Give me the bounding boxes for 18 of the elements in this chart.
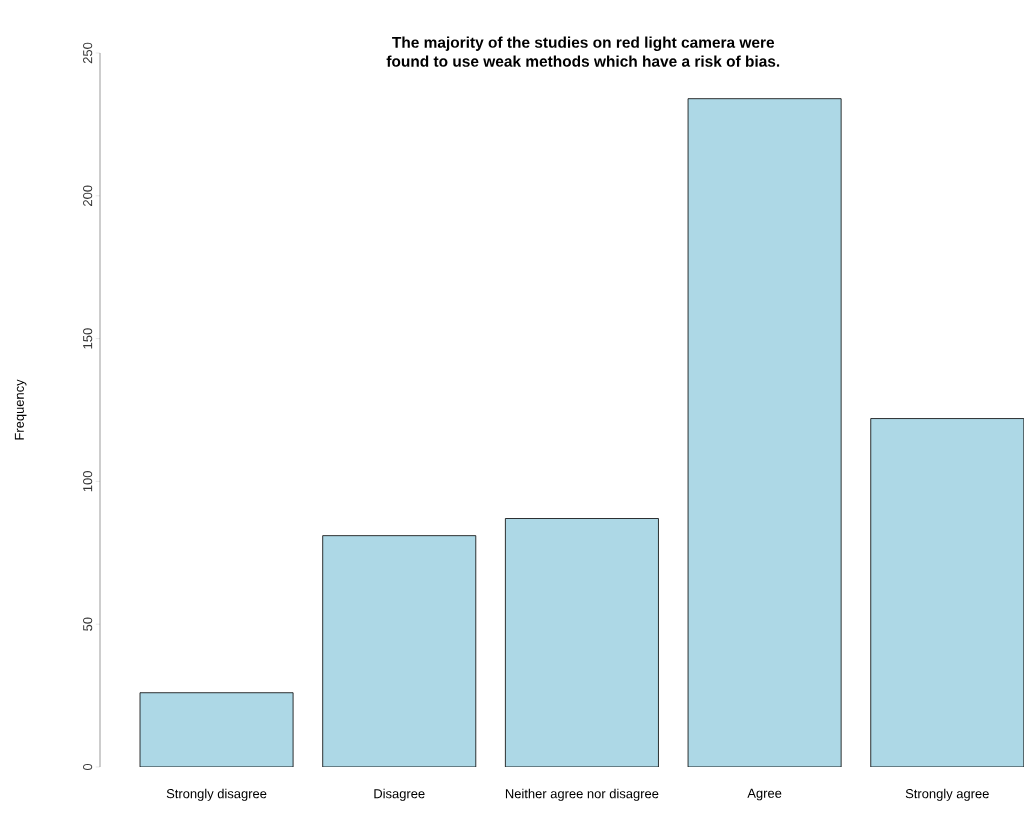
bar [688,98,842,767]
x-tick-label: Neither agree nor disagree [505,788,659,801]
x-tick-label: Agree [747,788,782,801]
y-tick-label: 100 [83,471,93,492]
chart-title: The majority of the studies on red light camera were found to use weak methods which have a risk of bias. [386,36,780,67]
y-tick-label: 0 [83,763,93,771]
x-tick-label: Strongly disagree [166,788,267,801]
bar [322,535,476,767]
y-tick-label: 250 [83,42,93,64]
x-tick-label: Disagree [374,788,425,801]
y-tick-label: 200 [83,185,93,206]
y-tick-label: 150 [83,328,93,349]
x-tick-label: Strongly agree [905,788,989,801]
y-axis-title: Frequency [14,379,27,440]
bar [870,418,1024,767]
y-tick-label: 50 [83,617,93,631]
bar [140,692,294,767]
bar [505,518,659,767]
